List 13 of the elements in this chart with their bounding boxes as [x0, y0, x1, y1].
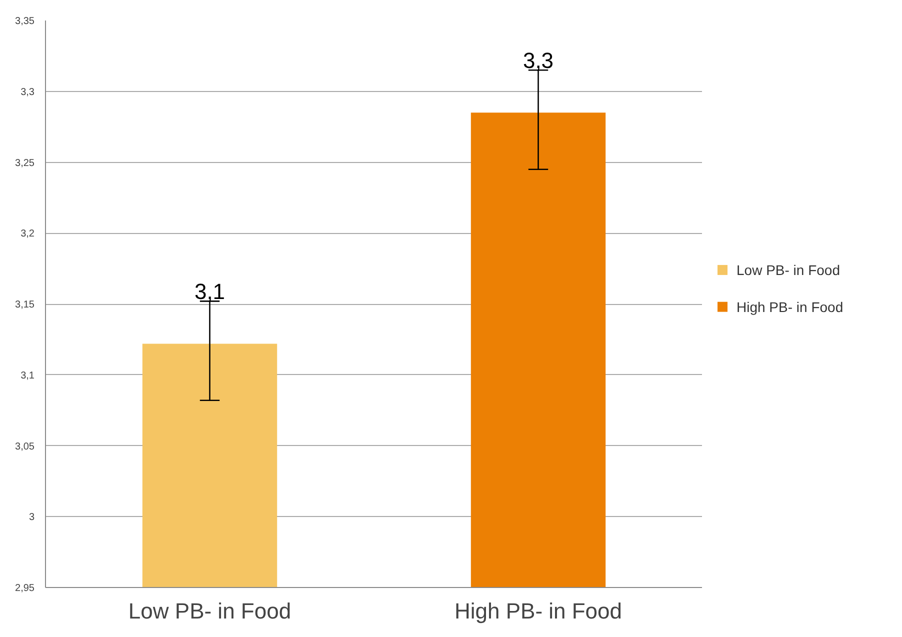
y-tick-label: 3,1: [20, 370, 35, 382]
y-tick-label: 3,15: [15, 300, 35, 310]
y-tick-label: 3,2: [20, 228, 35, 240]
y-tick-label: 3,3: [20, 86, 35, 98]
y-tick-label: 3,25: [15, 158, 35, 169]
legend-label: Low PB- in Food: [736, 262, 840, 278]
y-tick-label: 3,35: [15, 16, 35, 27]
data-label: 3,1: [194, 279, 226, 304]
legend-label: High PB- in Food: [736, 298, 844, 315]
data-label: 3,3: [522, 48, 554, 74]
y-tick-label: 3,05: [15, 441, 35, 452]
y-tick-label: 2,95: [15, 583, 35, 594]
y-tick-label: 3: [28, 512, 35, 524]
